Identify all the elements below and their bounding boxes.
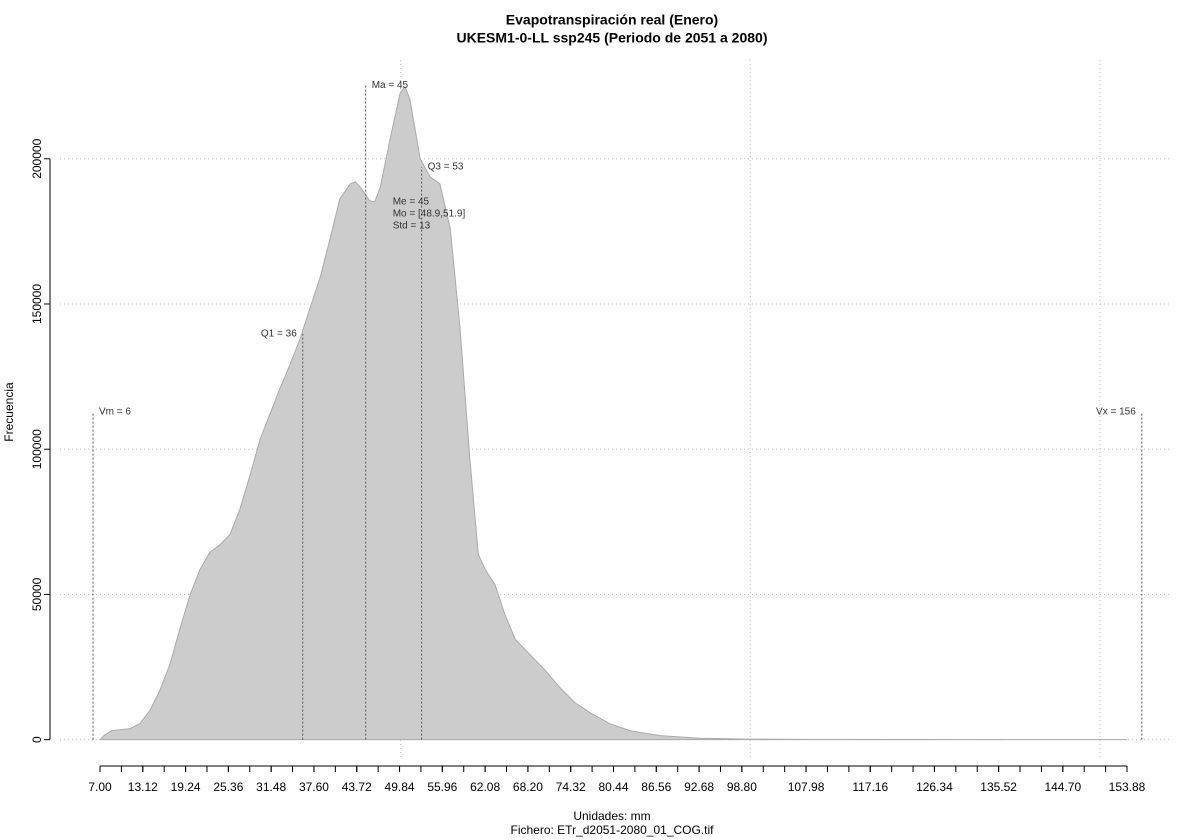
x-tick-label: 107.98 — [788, 780, 825, 794]
x-tick-label: 144.70 — [1044, 780, 1081, 794]
marker-label: Ma = 45 — [372, 80, 409, 91]
stat-label: Std = 13 — [393, 221, 431, 232]
x-tick-label: 135.52 — [980, 780, 1017, 794]
x-tick-label: 98.80 — [727, 780, 757, 794]
y-tick-label: 0 — [30, 736, 44, 743]
x-tick-label: 37.60 — [299, 780, 329, 794]
x-tick-label: 31.48 — [256, 780, 286, 794]
x-tick-label: 126.34 — [916, 780, 953, 794]
marker-label: Vm = 6 — [99, 407, 131, 418]
stat-label: Me = 45 — [393, 197, 430, 208]
x-tick-label: 25.36 — [213, 780, 243, 794]
marker-label: Q3 = 53 — [428, 162, 464, 173]
y-axis-label: Frecuencia — [2, 382, 16, 442]
y-tick-label: 150000 — [30, 284, 44, 324]
x-tick-label: 92.68 — [684, 780, 714, 794]
footer: Fichero: ETr_d2051-2080_01_COG.tif — [511, 823, 715, 837]
y-tick-label: 50000 — [30, 577, 44, 611]
x-tick-label: 62.08 — [470, 780, 500, 794]
x-tick-label: 74.32 — [556, 780, 586, 794]
x-tick-label: 13.12 — [128, 780, 158, 794]
chart-title: Evapotranspiración real (Enero) — [506, 12, 718, 28]
marker-label: Vx = 156 — [1096, 407, 1136, 418]
marker-label: Q1 = 36 — [261, 329, 297, 340]
x-tick-label: 7.00 — [88, 780, 112, 794]
y-tick-label: 200000 — [30, 138, 44, 178]
chart-subtitle: UKESM1-0-LL ssp245 (Periodo de 2051 a 20… — [457, 30, 768, 46]
x-tick-label: 43.72 — [342, 780, 372, 794]
x-tick-label: 117.16 — [852, 780, 888, 794]
x-tick-label: 55.96 — [427, 780, 457, 794]
x-tick-label: 49.84 — [385, 780, 415, 794]
x-tick-label: 80.44 — [598, 780, 628, 794]
density-area — [98, 85, 1128, 741]
x-tick-label: 68.20 — [513, 780, 543, 794]
x-axis-label: Unidades: mm — [573, 809, 650, 823]
x-tick-label: 153.88 — [1109, 780, 1146, 794]
x-tick-label: 86.56 — [641, 780, 671, 794]
stat-label: Mo = [48.9,51.9] — [393, 209, 466, 220]
x-tick-label: 19.24 — [171, 780, 201, 794]
y-tick-label: 100000 — [30, 429, 44, 469]
